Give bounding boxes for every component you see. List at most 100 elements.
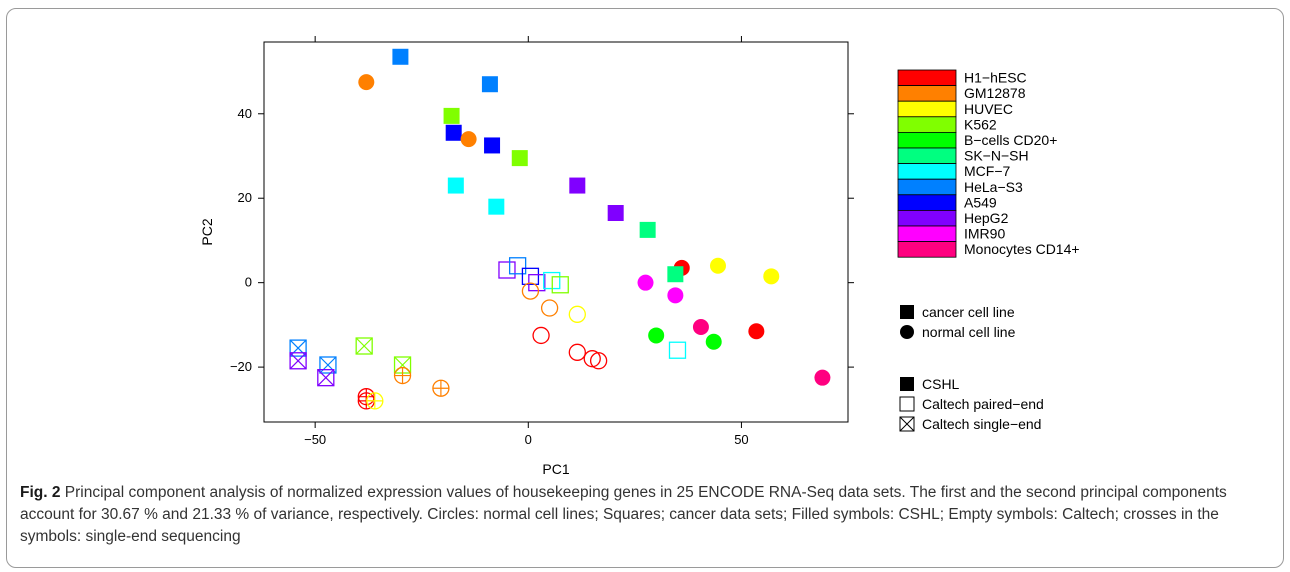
data-point [763, 268, 780, 285]
legend-cell-line-label: HepG2 [964, 210, 1009, 226]
data-point [460, 131, 477, 148]
data-point [484, 137, 501, 154]
legend-style-empty [899, 416, 915, 432]
point-square [667, 266, 684, 283]
point-square [289, 352, 307, 370]
point-square [551, 276, 569, 294]
legend-color-swatch [897, 194, 957, 211]
legend-cell-line-label: GM12878 [964, 85, 1026, 101]
legend-color-swatch [897, 225, 957, 243]
point-square [511, 150, 528, 167]
data-point [692, 319, 709, 335]
data-point [355, 337, 373, 355]
point-square [668, 341, 687, 359]
point-circle [814, 369, 831, 386]
legend-style-label: Caltech paired−end [922, 396, 1044, 412]
point-square [289, 339, 307, 357]
data-point [568, 305, 586, 323]
legend-cell-line-label: A549 [964, 194, 997, 210]
chart-axes: −50 0 50 −20 0 20 40 PC1 PC2 [199, 36, 854, 477]
data-point [447, 177, 464, 194]
data-point [289, 352, 307, 370]
point-circle [709, 257, 726, 274]
point-circle [705, 333, 722, 350]
point-square [508, 257, 527, 275]
data-point [637, 274, 654, 291]
data-point [521, 282, 540, 300]
point-cross [289, 339, 307, 357]
point-square [498, 261, 516, 279]
x-axis-label: PC1 [542, 461, 569, 477]
point-circle [540, 299, 559, 317]
data-point [508, 257, 527, 275]
legend-style-label: Caltech single−end [922, 416, 1041, 432]
figure-caption-text: Principal component analysis of normaliz… [20, 484, 1227, 545]
figure-label: Fig. 2 [20, 484, 61, 501]
data-point [445, 124, 462, 141]
point-cross [319, 356, 337, 374]
point-square [521, 267, 540, 285]
data-point [667, 266, 684, 283]
legend-color-swatch [897, 163, 957, 180]
data-point [488, 198, 505, 215]
point-circle [763, 268, 780, 285]
plot-area-border [263, 41, 849, 423]
point-square [319, 356, 337, 374]
legend-style-empty [899, 396, 915, 412]
point-circle [532, 326, 550, 345]
y-tick-label: 20 [238, 190, 252, 205]
point-square [317, 369, 335, 387]
data-point [709, 257, 726, 274]
point-circle [692, 319, 709, 335]
data-point [289, 339, 307, 357]
point-square [392, 48, 409, 65]
data-point [540, 299, 559, 317]
point-circle [568, 305, 586, 323]
point-circle [637, 274, 654, 291]
y-tick-label: 40 [238, 106, 252, 121]
point-square [481, 76, 498, 93]
legend-color-swatch [897, 147, 957, 165]
data-point [748, 323, 765, 340]
x-tick-label: −50 [304, 432, 326, 447]
point-circle [521, 282, 540, 300]
legend-cell-line-label: H1−hESC [964, 70, 1027, 86]
legend-cell-line-label: MCF−7 [964, 163, 1011, 179]
y-axis-label: PC2 [199, 218, 215, 245]
data-point [366, 392, 384, 410]
point-circle [568, 343, 586, 361]
x-tick-label: 50 [734, 432, 748, 447]
x-tick-label: 0 [525, 432, 532, 447]
point-square [443, 107, 460, 124]
chart-points [289, 48, 831, 410]
data-point [443, 107, 460, 124]
point-circle [589, 352, 608, 370]
point-cross [317, 369, 335, 387]
point-square [607, 205, 624, 221]
point-circle [648, 327, 665, 344]
legend-cell-line-label: B−cells CD20+ [964, 132, 1057, 148]
data-point [705, 333, 722, 350]
point-circle [667, 287, 684, 304]
legend-cell-line-label: SK−N−SH [964, 148, 1029, 164]
point-cross [355, 337, 373, 355]
data-point [511, 150, 528, 167]
legend-shape-square [900, 305, 914, 319]
point-square [447, 177, 464, 194]
data-point [392, 48, 409, 65]
data-point [667, 287, 684, 304]
y-tick-label: 0 [245, 275, 252, 290]
point-square [484, 137, 501, 154]
point-square [639, 221, 656, 238]
data-point [317, 369, 335, 387]
data-point [498, 261, 516, 279]
data-point [583, 350, 601, 368]
point-circle [358, 74, 375, 91]
legend-shape-label: cancer cell line [922, 304, 1015, 320]
legend-style-cross [899, 416, 915, 432]
legend-color-swatch [897, 209, 957, 227]
legend-shape-circle [900, 325, 914, 339]
legend-cell-line-label: HUVEC [964, 101, 1013, 117]
data-point [568, 343, 586, 361]
